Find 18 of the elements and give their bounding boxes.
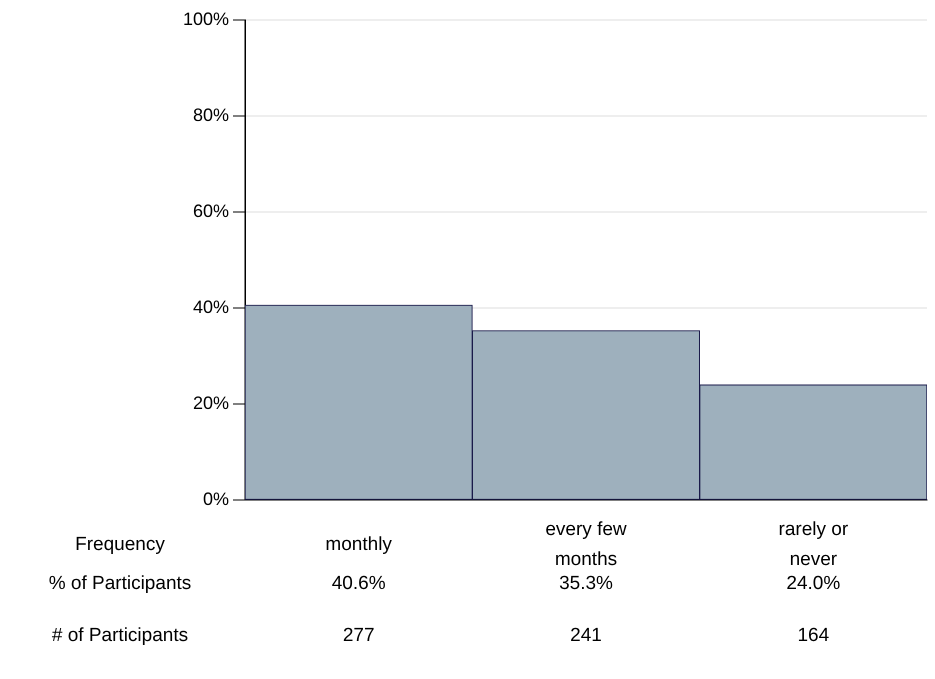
x-tick-label: rarely or never — [778, 519, 849, 570]
x-tick-label: monthly — [325, 534, 392, 556]
data-label: 35.3% — [559, 573, 614, 594]
y-tick-label: 80% — [192, 104, 229, 125]
x-tick-label: every few months — [545, 519, 627, 570]
y-tick-label: 20% — [192, 392, 229, 413]
x-axis-title: Frequency — [75, 534, 166, 556]
data-label: 40.6% — [332, 573, 386, 594]
data-label: 24.0% — [786, 573, 840, 594]
y-tick-label: 40% — [192, 296, 229, 317]
text: 164 — [797, 625, 830, 646]
text: 241 — [570, 625, 602, 646]
text: 277 — [342, 625, 375, 646]
y-tick-label: 60% — [192, 200, 229, 221]
y-tick-label: 0% — [202, 488, 229, 509]
text: # of Participants — [52, 625, 188, 646]
y-tick-label: 100% — [182, 8, 229, 29]
text: % of Participants — [48, 573, 192, 594]
